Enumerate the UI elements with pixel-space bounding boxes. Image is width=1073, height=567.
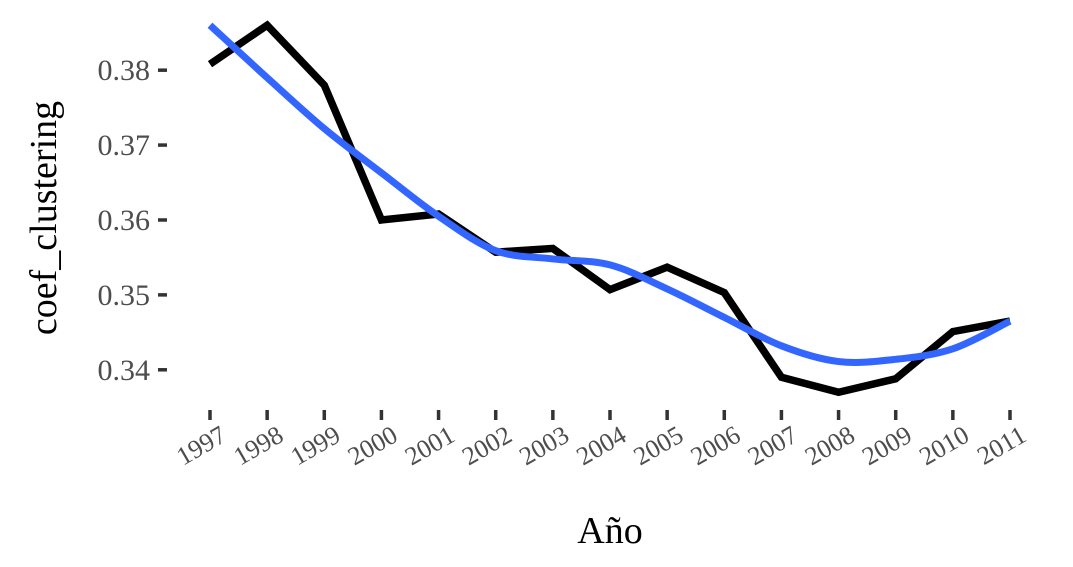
y-tick-label: 0.38 (98, 54, 151, 87)
x-tick-label: 2009 (857, 420, 917, 471)
x-tick-label: 2007 (743, 420, 803, 471)
x-tick-label: 2010 (914, 420, 974, 471)
x-tick-label: 2003 (514, 420, 574, 471)
x-tick-label: 2001 (400, 420, 460, 471)
series-layer (207, 20, 1012, 397)
series-line-smooth (207, 22, 1012, 366)
x-tick-label: 1998 (229, 420, 289, 471)
x-tick-label: 2002 (457, 420, 517, 471)
x-tick-label: 2008 (800, 420, 860, 471)
x-tick-label: 1999 (286, 420, 346, 471)
y-tick-label: 0.35 (98, 279, 151, 312)
x-tick-label: 1997 (171, 420, 231, 471)
x-tick-label: 2006 (686, 420, 746, 471)
y-tick-label: 0.36 (98, 204, 151, 237)
x-tick-label: 2011 (972, 420, 1031, 471)
x-tick-label: 2005 (629, 420, 689, 471)
y-tick-label: 0.34 (98, 354, 151, 387)
y-tick-label: 0.37 (98, 129, 151, 162)
x-axis-title: Año (577, 510, 642, 552)
y-axis-title: coef_clustering (23, 101, 65, 335)
x-tick-label: 2000 (343, 420, 403, 471)
x-axis: 1997199819992000200120022003200420052006… (171, 410, 1031, 471)
x-tick-label: 2004 (571, 420, 631, 471)
series-line-observed (207, 20, 1011, 397)
y-axis: 0.34 0.35 0.36 0.37 0.38 (98, 54, 167, 387)
